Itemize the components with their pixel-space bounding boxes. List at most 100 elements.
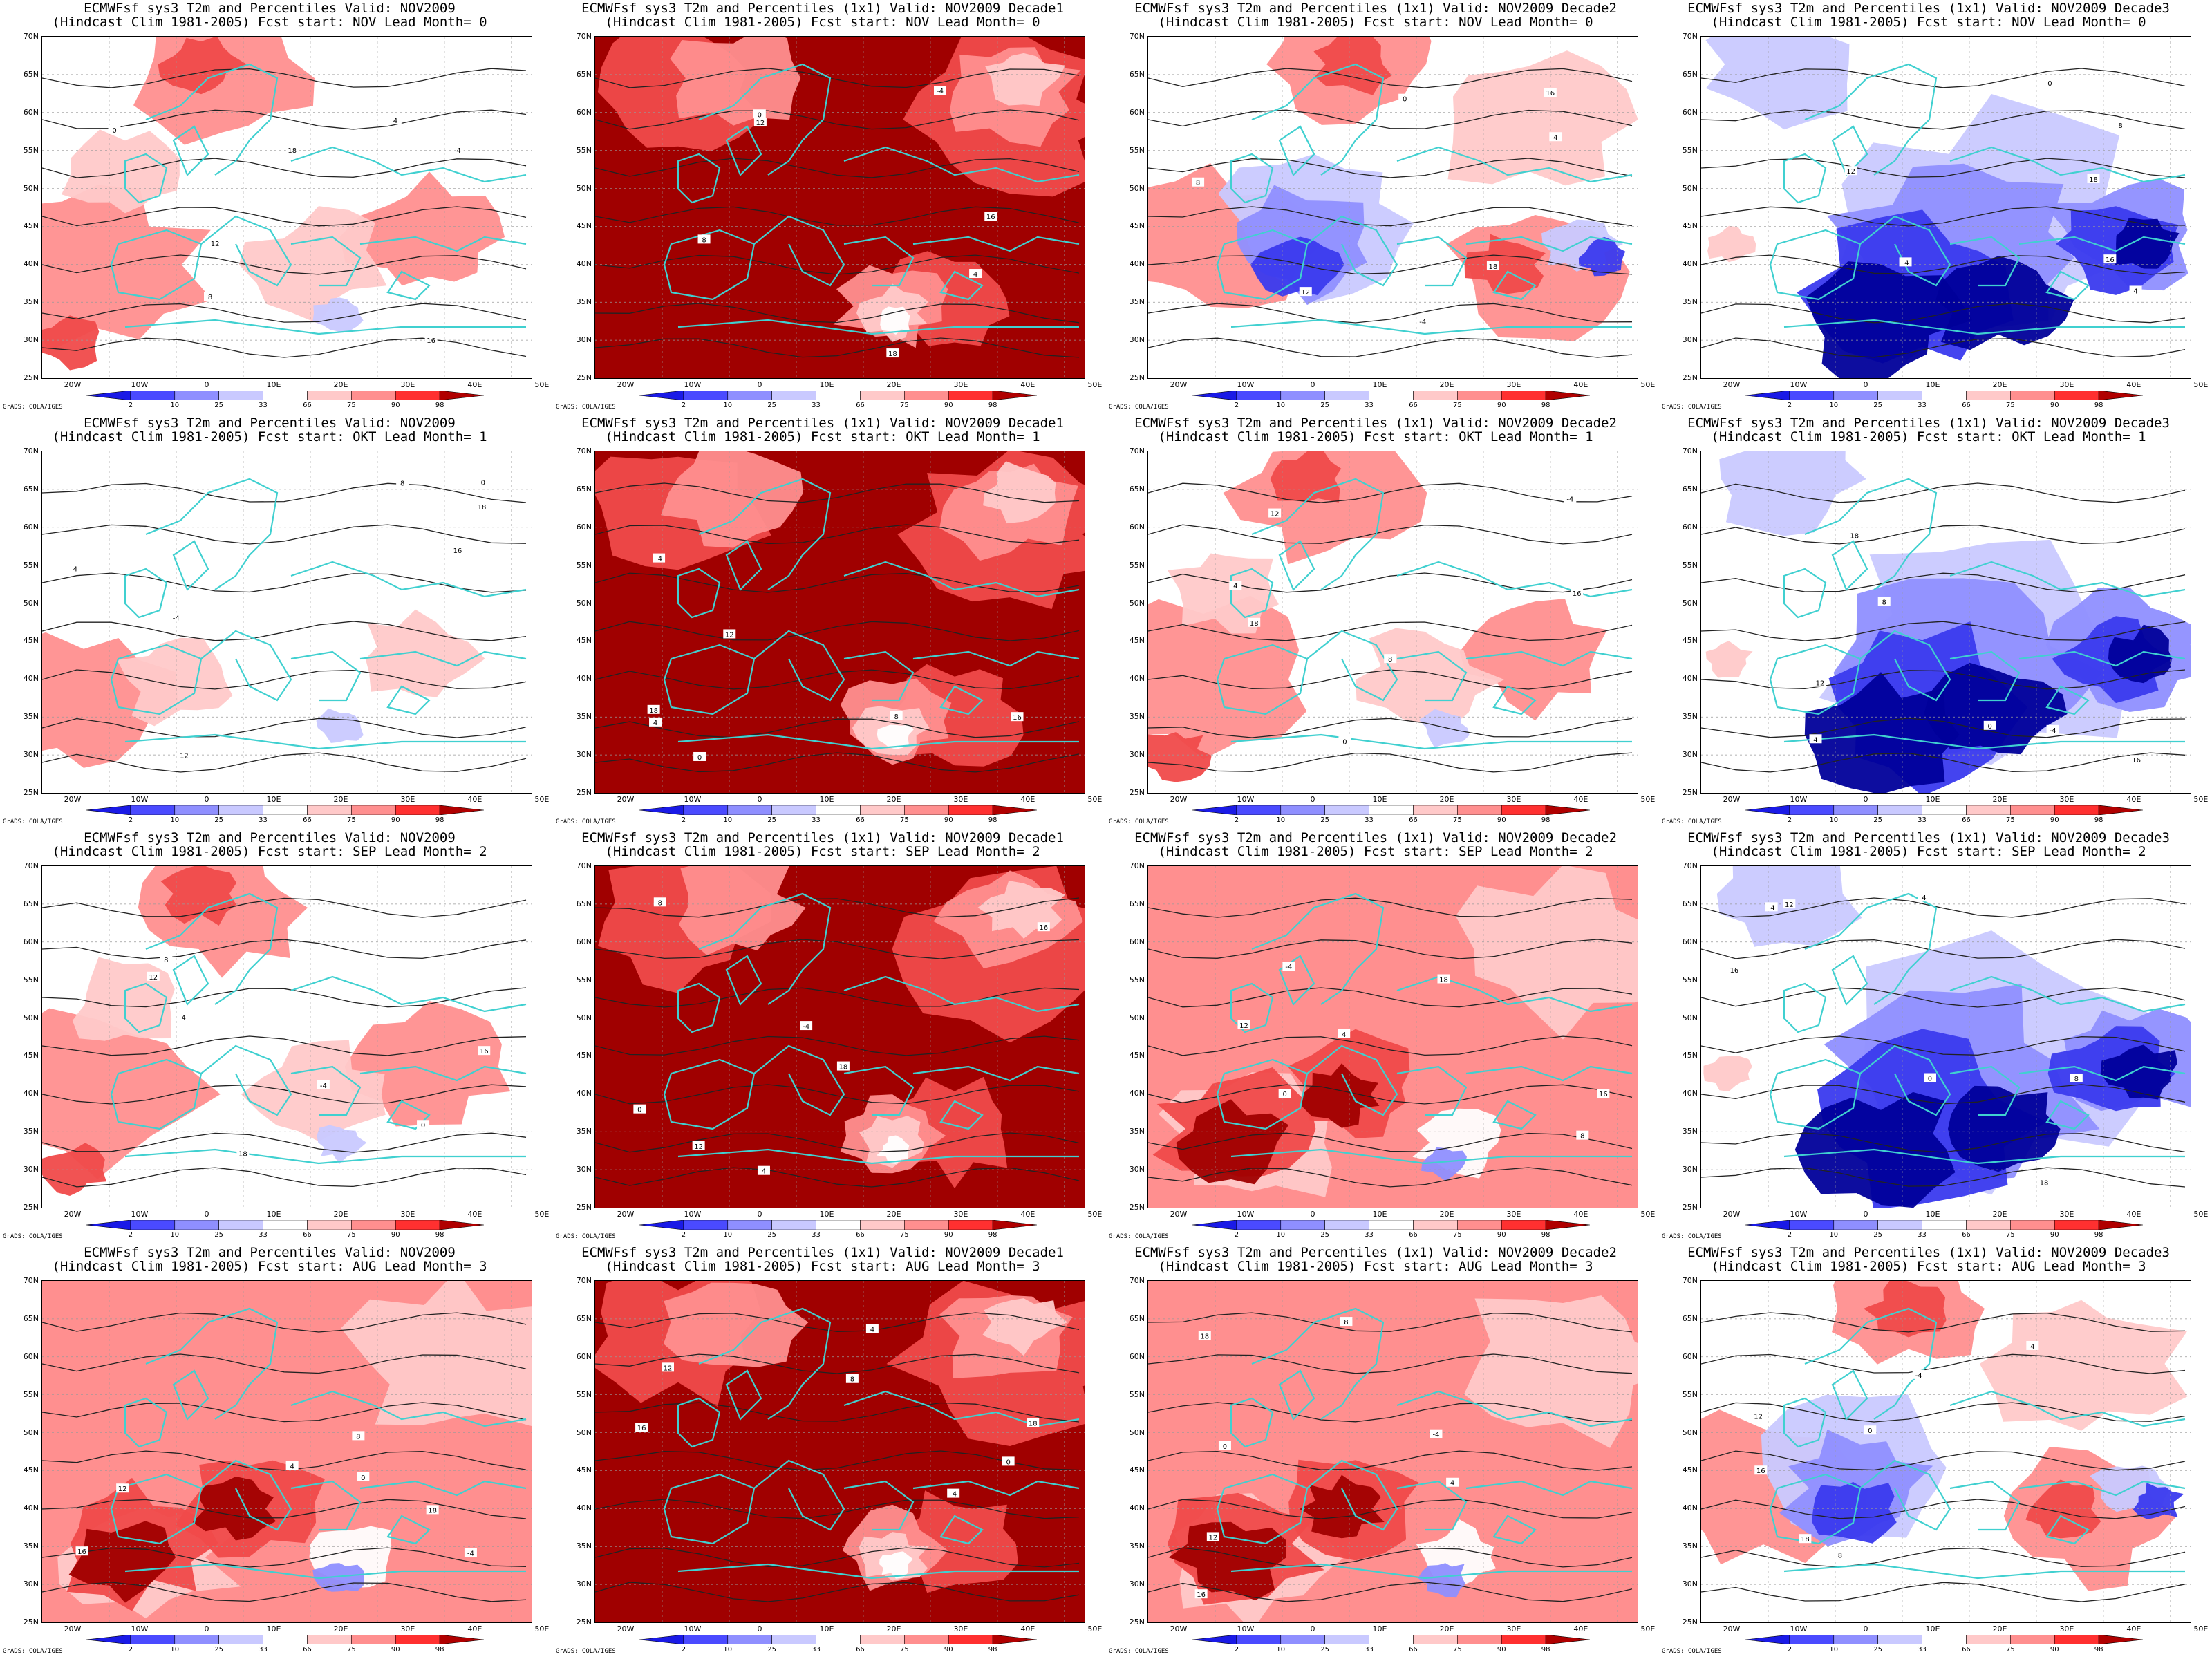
coastline [200, 1459, 292, 1531]
colorbar-tick-label: 75 [899, 1231, 909, 1239]
contour-label-box [1398, 93, 1412, 103]
percentile-colorbar [1192, 805, 1590, 815]
coastline [1251, 892, 1385, 1005]
colorbar-tick-label: 33 [259, 402, 268, 409]
anomaly-region [879, 1551, 913, 1579]
contour-label-box [169, 612, 182, 622]
contour-label: 0 [1342, 738, 1347, 746]
coastline [386, 1515, 431, 1545]
longitude-tick-label: 10E [266, 1210, 281, 1219]
isotherm-contour [595, 1450, 1080, 1471]
latitude-tick-label: 30N [1129, 1580, 1145, 1589]
longitude-tick-label: 40E [467, 1624, 482, 1633]
longitude-tick-label: 40E [1573, 1210, 1588, 1219]
colorbar-segment [130, 1220, 176, 1230]
isotherm-contour [42, 158, 527, 178]
colorbar-tick-label: 10 [1829, 1231, 1839, 1239]
colorbar-segment [860, 1635, 905, 1644]
contour-label: 16 [77, 1548, 86, 1556]
percentile-colorbar [1745, 391, 2143, 400]
map-svg: -4 0 4 8 12 16 18 [1148, 866, 1638, 1208]
longitude-tick-label: 20E [1992, 795, 2007, 804]
latitude-tick-label: 55N [1682, 1389, 1698, 1399]
grads-credit: GrADS: COLA/IGES [1109, 1648, 1169, 1655]
latitude-tick-label: 50N [1129, 183, 1145, 193]
coastline [939, 1515, 984, 1545]
longitude-tick-label: 10W [1790, 1624, 1808, 1633]
anomaly-region [1979, 1300, 2188, 1431]
coastline [145, 1307, 279, 1420]
colorbar-tick-label: 90 [1497, 816, 1506, 824]
colorbar-tick-label: 90 [2050, 1646, 2059, 1653]
colorbar-tick-label: 10 [1276, 816, 1286, 824]
coastline [2045, 1515, 2090, 1545]
colorbar-segment [904, 1635, 949, 1644]
contour-label-box [2070, 1074, 2083, 1083]
coastline [124, 1148, 526, 1165]
coastline [677, 982, 721, 1033]
longitude-tick-label: 20E [1439, 795, 1454, 804]
colorbar-segment [2098, 1635, 2143, 1644]
colorbar-tick-label: 66 [1962, 1231, 1971, 1239]
contour-label-box [1809, 734, 1822, 744]
map-svg: -4 0 4 8 12 16 18 [42, 37, 532, 378]
latitude-tick-label: 60N [23, 937, 39, 946]
temperature-map: -4 0 4 8 12 16 18 [1700, 36, 2191, 379]
latitude-tick-label: 25N [576, 1618, 592, 1627]
isotherm-contour [42, 621, 527, 641]
colorbar-segment [1789, 1220, 1835, 1230]
contour-label: 18 [2089, 176, 2098, 184]
longitude-tick-label: 10W [131, 795, 149, 804]
contour-label-box [1571, 588, 1584, 598]
contour-label: 0 [1282, 1091, 1286, 1098]
longitude-tick-label: 10W [684, 380, 702, 389]
coastline [2045, 1100, 2090, 1130]
contour-label: 16 [1730, 967, 1739, 975]
map-svg: -4 0 4 8 12 16 18 [1701, 866, 2191, 1208]
colorbar-tick-label: 10 [723, 1231, 733, 1239]
temperature-map: -4 0 4 8 12 16 18 [594, 451, 1085, 794]
forecast-panel: ECMWFsf sys3 T2m and Percentiles (1x1) V… [1659, 830, 2212, 1244]
colorbar-segment [1413, 1635, 1458, 1644]
colorbar-tick-label: 33 [1365, 1231, 1374, 1239]
contour-label: 18 [1801, 1536, 1810, 1544]
colorbar-segment [1745, 391, 1790, 400]
coastline [1465, 650, 1633, 667]
contour-label-box [1027, 1418, 1040, 1427]
coastline [1804, 1307, 1938, 1420]
map-svg: -4 0 4 8 12 16 18 [595, 1281, 1085, 1622]
grads-credit: GrADS: COLA/IGES [3, 404, 63, 411]
coastline [200, 1044, 292, 1116]
longitude-tick-label: 40E [1573, 1624, 1588, 1633]
latitude-tick-label: 70N [576, 447, 592, 456]
longitude-tick-label: 50E [534, 795, 550, 804]
temperature-map: -4 0 4 8 12 16 18 [41, 865, 532, 1208]
coastline [1278, 955, 1315, 1006]
latitude-tick-label: 50N [23, 1427, 39, 1437]
colorbar-segment [1280, 391, 1325, 400]
latitude-tick-label: 35N [23, 1127, 39, 1136]
colorbar-tick-label: 90 [944, 1231, 953, 1239]
isotherm-contour [595, 1167, 1080, 1188]
longitude-tick-label: 30E [2059, 795, 2074, 804]
latitude-tick-label: 55N [576, 560, 592, 570]
anomaly-region [1719, 451, 1866, 536]
contour-label-box [836, 1061, 850, 1071]
latitude-tick-label: 55N [23, 145, 39, 155]
grads-credit: GrADS: COLA/IGES [1662, 818, 1722, 825]
longitude-tick-label: 0 [757, 795, 762, 804]
colorbar-segment [1877, 1220, 1922, 1230]
isotherm-contour [1701, 158, 2186, 178]
coastline [677, 153, 721, 204]
panel-subtitle: (Hindcast Clim 1981-2005) Fcst start: AU… [605, 1259, 1040, 1274]
colorbar-tick-label: 90 [2050, 1231, 2059, 1239]
map-svg: -4 0 4 8 12 16 18 [42, 1281, 532, 1622]
longitude-tick-label: 50E [1640, 380, 1656, 389]
latitude-tick-label: 25N [576, 788, 592, 797]
colorbar-tick-label: 2 [1787, 402, 1792, 409]
contour-label: -4 [950, 1491, 957, 1499]
contour-label: 0 [1223, 1443, 1227, 1451]
coastline [1396, 146, 1633, 183]
anomaly-region [117, 637, 233, 727]
latitude-tick-label: 60N [576, 107, 592, 117]
